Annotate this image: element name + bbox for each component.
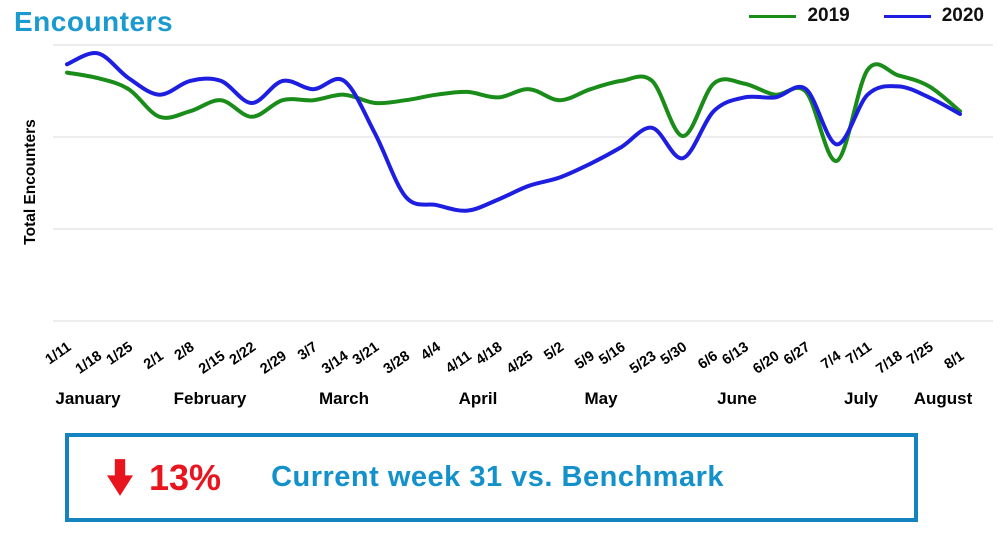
- encounters-line-chart: 1/111/181/25 2/1 2/82/152/222/29 3/73/143/2…: [22, 44, 993, 408]
- month-label-May: May: [584, 389, 618, 408]
- x-tick-label: 2/8: [172, 339, 198, 364]
- month-label-February: February: [174, 389, 247, 408]
- x-tick-label: 7/4: [818, 348, 844, 373]
- x-tick-label: 4/18: [473, 339, 505, 368]
- x-tick-label: 3/14: [319, 348, 351, 377]
- legend-swatch-2020: [883, 14, 931, 18]
- x-tick-label: 6/6: [695, 348, 721, 373]
- x-tick-label: 6/20: [750, 348, 782, 377]
- legend-label: 2020: [941, 5, 984, 26]
- chart-legend: 2019 2020: [749, 5, 984, 27]
- y-axis-title: Total Encounters: [22, 119, 39, 244]
- x-tick-label: 2/1: [141, 348, 167, 373]
- x-tick-label: 5/23: [627, 348, 659, 377]
- series-line-2019: [65, 62, 962, 163]
- month-label-January: January: [55, 389, 121, 408]
- legend-item-2019: 2019: [749, 5, 850, 27]
- legend-label: 2019: [807, 5, 850, 26]
- month-label-June: June: [717, 389, 757, 408]
- legend-swatch-2019: [749, 14, 797, 18]
- page-title: Encounters: [14, 6, 174, 37]
- x-tick-label: 4/11: [443, 348, 475, 377]
- x-tick-label: 3/21: [350, 339, 382, 368]
- x-tick-label: 7/11: [843, 339, 875, 368]
- x-tick-label: 2/22: [227, 339, 259, 368]
- x-tick-label: 3/7: [295, 339, 321, 364]
- x-tick-label: 3/28: [381, 348, 413, 377]
- x-tick-label: 2/15: [196, 348, 228, 377]
- x-tick-label: 7/25: [904, 339, 936, 368]
- x-tick-label: 6/13: [719, 339, 751, 368]
- month-label-April: April: [459, 389, 498, 408]
- x-tick-label: 1/25: [104, 339, 136, 368]
- x-tick-label: 8/1: [942, 348, 968, 373]
- x-tick-label: 1/18: [73, 348, 105, 377]
- delta-value: 13%: [149, 456, 222, 498]
- x-tick-label: 7/18: [873, 348, 905, 377]
- x-tick-label: 5/9: [572, 348, 598, 373]
- month-label-March: March: [319, 389, 369, 408]
- x-tick-label: 6/27: [781, 339, 813, 368]
- x-tick-label: 1/11: [43, 339, 75, 368]
- x-tick-label: 5/2: [541, 339, 567, 364]
- x-tick-label: 2/29: [258, 348, 290, 377]
- callout-text: Current week 31 vs. Benchmark: [271, 461, 724, 493]
- x-tick-label: 4/4: [418, 339, 444, 364]
- series-line-2020: [65, 51, 962, 213]
- month-label-July: July: [844, 389, 879, 408]
- month-label-August: August: [914, 389, 973, 408]
- legend-item-2020: 2020: [883, 5, 984, 27]
- x-tick-label: 4/25: [504, 348, 536, 377]
- x-tick-label: 5/30: [658, 339, 690, 368]
- kpi-callout-box: 13% Current week 31 vs. Benchmark: [65, 433, 918, 522]
- x-tick-label: 5/16: [596, 339, 628, 368]
- down-arrow-icon: [107, 459, 133, 496]
